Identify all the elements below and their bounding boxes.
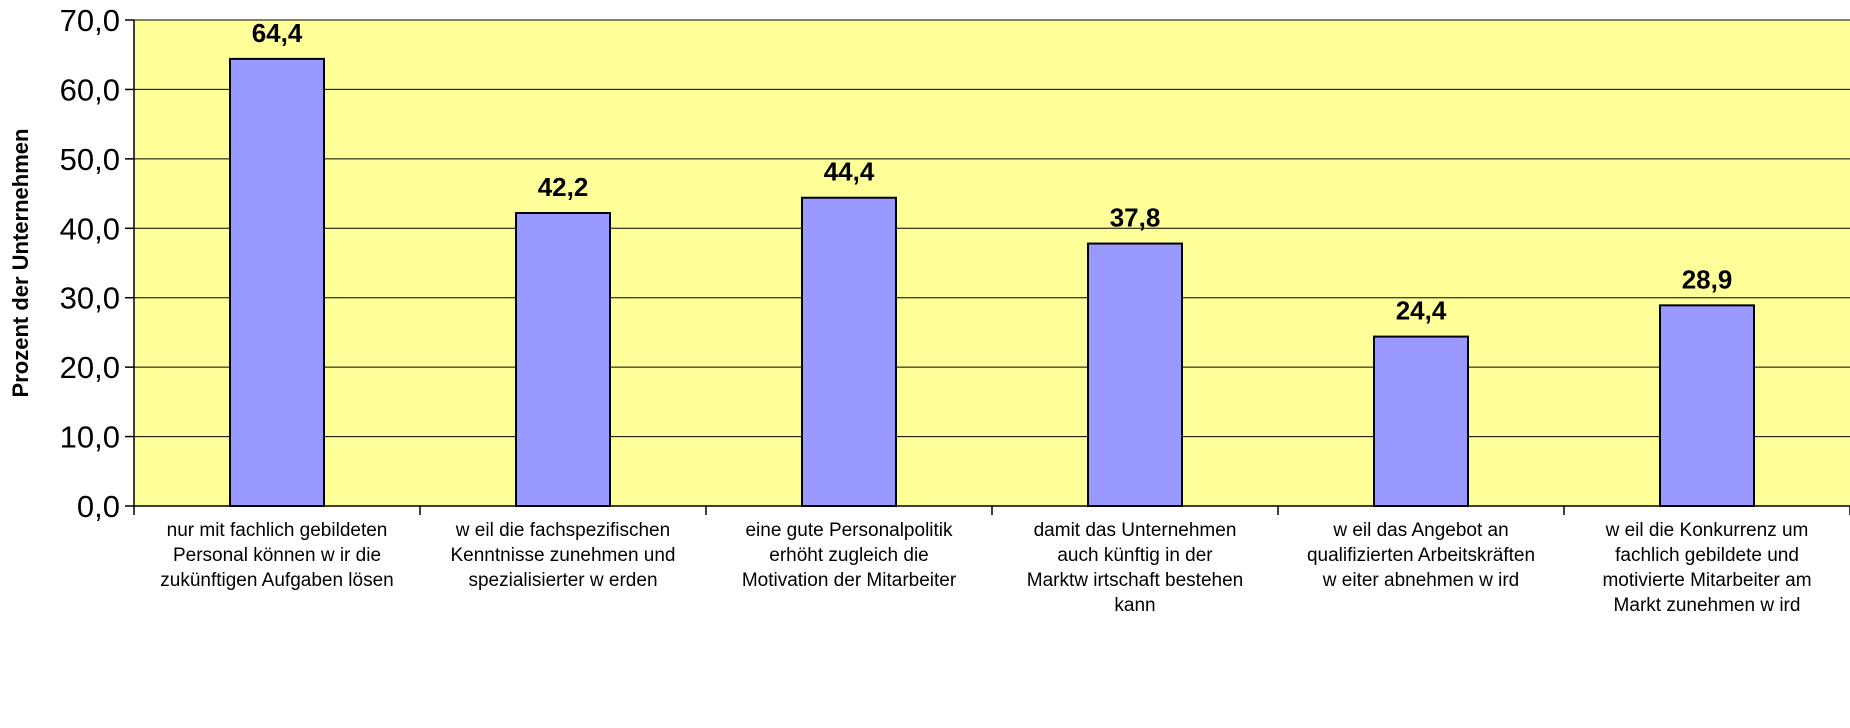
y-axis-label: Prozent der Unternehmen bbox=[8, 129, 33, 398]
category-label-line: eine gute Personalpolitik bbox=[745, 520, 953, 541]
category-label-line: Marktw irtschaft bestehen bbox=[1027, 570, 1243, 591]
category-label-line: qualifizierten Arbeitskräften bbox=[1307, 545, 1535, 566]
bar bbox=[515, 212, 611, 508]
category-label-line: kann bbox=[1114, 595, 1155, 616]
category-label-line: zukünftigen Aufgaben lösen bbox=[160, 570, 393, 591]
value-labels: 64,4 42,2 44,4 37,8 24,4 28,9 bbox=[252, 18, 1733, 326]
bar bbox=[801, 196, 897, 507]
category-label-line: Markt zunehmen w ird bbox=[1614, 595, 1801, 616]
category-label: damit das Unternehmen auch künftig in der… bbox=[1027, 520, 1243, 616]
category-label: eine gute Personalpolitik erhöht zugleich… bbox=[742, 520, 957, 591]
category-label: w eil das Angebot an qualifizierten Arbei… bbox=[1307, 520, 1535, 591]
bar bbox=[1373, 335, 1469, 508]
category-label-line: motivierte Mitarbeiter am bbox=[1602, 570, 1811, 591]
y-tick-label: 40,0 bbox=[60, 211, 120, 246]
category-label: nur mit fachlich gebildeten Personal könn… bbox=[160, 520, 393, 591]
y-tick-label: 0,0 bbox=[77, 489, 120, 524]
category-label-line: Kenntnisse zunehmen und bbox=[451, 545, 676, 566]
value-label: 37,8 bbox=[1110, 203, 1161, 233]
category-label-line: spezialisierter w erden bbox=[468, 570, 657, 591]
category-label-line: w eil das Angebot an bbox=[1332, 520, 1508, 541]
value-label: 24,4 bbox=[1396, 296, 1447, 326]
bars bbox=[229, 57, 1755, 508]
category-label-line: nur mit fachlich gebildeten bbox=[167, 520, 388, 541]
value-label: 64,4 bbox=[252, 18, 303, 48]
y-tick-label: 10,0 bbox=[60, 420, 120, 455]
category-label-line: w eil die fachspezifischen bbox=[455, 520, 670, 541]
category-label-line: fachlich gebildete und bbox=[1615, 545, 1799, 566]
gridlines bbox=[134, 19, 1850, 438]
y-tick-label: 70,0 bbox=[60, 3, 120, 38]
bar bbox=[229, 57, 325, 507]
axes bbox=[125, 19, 1850, 515]
bar bbox=[1659, 304, 1755, 508]
y-tick-label: 30,0 bbox=[60, 281, 120, 316]
plot-area bbox=[134, 20, 1850, 506]
category-label: w eil die Konkurrenz um fachlich gebildet… bbox=[1602, 520, 1811, 616]
category-labels: nur mit fachlich gebildeten Personal könn… bbox=[160, 520, 1811, 616]
category-label: w eil die fachspezifischen Kenntnisse zun… bbox=[451, 520, 676, 591]
value-label: 28,9 bbox=[1682, 264, 1733, 294]
category-label-line: Motivation der Mitarbeiter bbox=[742, 570, 957, 591]
y-tick-label: 50,0 bbox=[60, 142, 120, 177]
y-tick-label: 60,0 bbox=[60, 72, 120, 107]
bar bbox=[1087, 242, 1183, 507]
value-label: 44,4 bbox=[824, 157, 875, 187]
value-label: 42,2 bbox=[538, 172, 589, 202]
category-label-line: w eiter abnehmen w ird bbox=[1322, 570, 1519, 591]
y-tick-label: 20,0 bbox=[60, 350, 120, 385]
y-tick-labels: 0,0 10,0 20,0 30,0 40,0 50,0 60,0 70,0 bbox=[60, 3, 120, 524]
category-label-line: auch künftig in der bbox=[1057, 545, 1213, 566]
category-label-line: w eil die Konkurrenz um bbox=[1605, 520, 1809, 541]
category-label-line: erhöht zugleich die bbox=[769, 545, 929, 566]
category-label-line: Personal können w ir die bbox=[173, 545, 381, 566]
category-label-line: damit das Unternehmen bbox=[1034, 520, 1237, 541]
